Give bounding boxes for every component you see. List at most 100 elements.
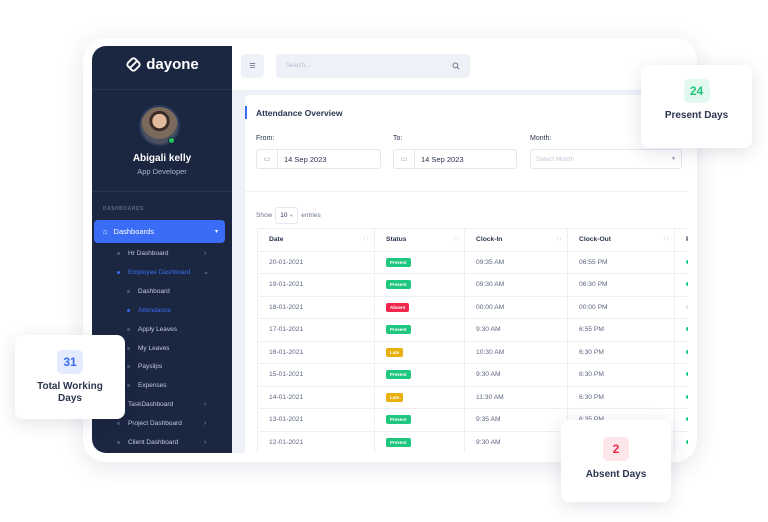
entries-value: 10 — [280, 212, 288, 219]
present-days-count: 24 — [683, 79, 710, 103]
chevron-right-icon: › — [204, 401, 207, 409]
entries-select[interactable]: 10 ▼ — [275, 207, 299, 224]
sidebar-item-client-dashboard[interactable]: Client Dashboard › — [117, 439, 206, 446]
attendance-table: Date ↑↓ Status ↑↓ Clock-In ↑↓ Clock-Out ↑↓ P 20-… — [257, 228, 688, 453]
clock-in-cell: 9:30 AM — [464, 363, 568, 387]
search-input[interactable]: Search... — [276, 54, 470, 78]
table-row[interactable]: 14-01-2021 Late 11:30 AM 6:30 PM — [257, 385, 688, 409]
sort-icon: ↑↓ — [663, 236, 669, 243]
status-badge: Present — [386, 370, 411, 380]
sidebar-item-dashboard[interactable]: Dashboard — [127, 288, 170, 295]
sidebar-item-label: Hr Dashboard — [128, 250, 169, 257]
sidebar-item-employee-dashboard[interactable]: Employee Dashboard ⌄ — [117, 269, 209, 276]
column-header-clock-out[interactable]: Clock-Out ↑↓ — [567, 228, 675, 252]
sidebar-item-my-leaves[interactable]: My Leaves — [127, 345, 169, 352]
sidebar-item-label: My Leaves — [138, 344, 170, 352]
bullet-icon — [127, 365, 130, 369]
total-working-days-card: 31 Total Working Days — [15, 335, 125, 419]
clock-out-cell: 6:30 PM — [567, 340, 675, 364]
progress-indicator — [686, 327, 688, 332]
sidebar-item-label: TaskDashboard — [128, 401, 174, 409]
brand-logo[interactable]: dayone — [92, 56, 232, 73]
working-days-count: 31 — [57, 350, 83, 374]
clock-in-cell: 09:35 AM — [464, 250, 568, 274]
table-row[interactable]: 18-01-2021 Absent 00:00 AM 00:00 PM — [257, 295, 688, 319]
clock-in-cell: 9:30 AM — [464, 318, 568, 342]
to-date-input[interactable]: ▭ 14 Sep 2023 — [393, 149, 517, 169]
chevron-down-icon: ▼ — [289, 213, 294, 218]
status-badge: Present — [386, 280, 411, 290]
clock-out-cell: 6:55 PM — [567, 318, 675, 342]
progress-cell — [674, 340, 688, 364]
month-label: Month: — [530, 135, 552, 142]
sort-icon: ↑↓ — [363, 236, 369, 243]
calendar-icon: ▭ — [394, 150, 415, 168]
date-cell: 14-01-2021 — [257, 385, 375, 409]
bullet-icon — [127, 327, 130, 331]
status-cell: Present — [374, 430, 465, 453]
column-label: Status — [386, 236, 407, 244]
date-cell: 12-01-2021 — [257, 430, 375, 453]
search-icon — [452, 62, 460, 70]
chevron-right-icon: › — [204, 439, 207, 446]
sidebar-item-expenses[interactable]: Expenses — [127, 382, 167, 389]
status-badge: Present — [386, 257, 411, 267]
table-row[interactable]: 19-01-2021 Present 09:30 AM 06:30 PM — [257, 273, 688, 297]
present-days-label: Present Days — [664, 110, 729, 121]
date-cell: 18-01-2021 — [257, 295, 375, 319]
column-header-p[interactable]: P — [674, 228, 688, 252]
menu-toggle-button[interactable]: ≡ — [241, 54, 264, 78]
working-days-label: Total Working Days — [37, 381, 103, 404]
sidebar-item-apply-leaves[interactable]: Apply Leaves — [127, 326, 177, 333]
sidebar-item-project-dashboard[interactable]: Project Dashboard › — [117, 420, 206, 427]
status-cell: Present — [374, 318, 465, 342]
section-label: DASHBOARDS — [103, 206, 144, 212]
app-screen: dayone Abigali kelly App Developer DASHB… — [92, 46, 688, 453]
table-row[interactable]: 17-01-2021 Present 9:30 AM 6:55 PM — [257, 318, 688, 342]
sidebar-item-hr-dashboard[interactable]: Hr Dashboard › — [117, 250, 206, 257]
bullet-icon — [127, 308, 130, 312]
attendance-card: Attendance Overview From: ▭ 14 Sep 2023 T… — [245, 95, 688, 453]
clock-out-cell: 6:30 PM — [567, 385, 675, 409]
sort-icon: ↑↓ — [453, 236, 459, 243]
bullet-icon — [127, 289, 130, 293]
divider — [92, 89, 232, 90]
month-select[interactable]: Select Month ▼ — [530, 149, 682, 169]
sidebar-item-attendance[interactable]: Attendance — [127, 307, 171, 314]
from-date-input[interactable]: ▭ 14 Sep 2023 — [256, 149, 381, 169]
progress-cell — [674, 385, 688, 409]
entries-label: entries — [301, 212, 321, 219]
status-badge: Late — [386, 392, 404, 402]
progress-indicator — [686, 394, 688, 399]
search-placeholder: Search... — [286, 63, 311, 69]
status-cell: Present — [374, 363, 465, 387]
table-row[interactable]: 15-01-2021 Present 9:30 AM 6:30 PM — [257, 363, 688, 387]
table-row[interactable]: 16-01-2021 Late 10:30 AM 6:30 PM — [257, 340, 688, 364]
brand-name: dayone — [146, 56, 199, 73]
sidebar-item-payslips[interactable]: Payslips — [127, 363, 162, 370]
chevron-right-icon: › — [204, 420, 207, 428]
sidebar-item-label: Expenses — [138, 382, 167, 390]
bullet-icon — [117, 270, 120, 274]
column-header-status[interactable]: Status ↑↓ — [374, 228, 465, 252]
status-cell: Present — [374, 250, 465, 274]
show-label: Show — [256, 212, 273, 219]
clock-out-cell: 06:55 PM — [567, 250, 675, 274]
sidebar-item-dashboards[interactable]: ⌂ Dashboards ▾ — [94, 220, 225, 243]
table-row[interactable]: 20-01-2021 Present 09:35 AM 06:55 PM — [257, 250, 688, 274]
progress-cell — [674, 295, 688, 319]
sidebar-item-taskdashboard[interactable]: TaskDashboard › — [117, 401, 206, 409]
column-header-date[interactable]: Date ↑↓ — [257, 228, 375, 252]
progress-indicator — [686, 439, 688, 444]
progress-cell — [674, 273, 688, 297]
divider — [92, 191, 232, 192]
progress-indicator — [686, 282, 688, 287]
sidebar-item-label: Dashboards — [113, 227, 154, 236]
column-header-clock-in[interactable]: Clock-In ↑↓ — [464, 228, 568, 252]
clock-in-cell: 11:30 AM — [464, 385, 568, 409]
column-label: Clock-In — [476, 236, 503, 244]
entries-length-control: Show 10 ▼ entries — [256, 207, 321, 224]
date-cell: 15-01-2021 — [257, 363, 375, 387]
bullet-icon — [127, 346, 130, 350]
